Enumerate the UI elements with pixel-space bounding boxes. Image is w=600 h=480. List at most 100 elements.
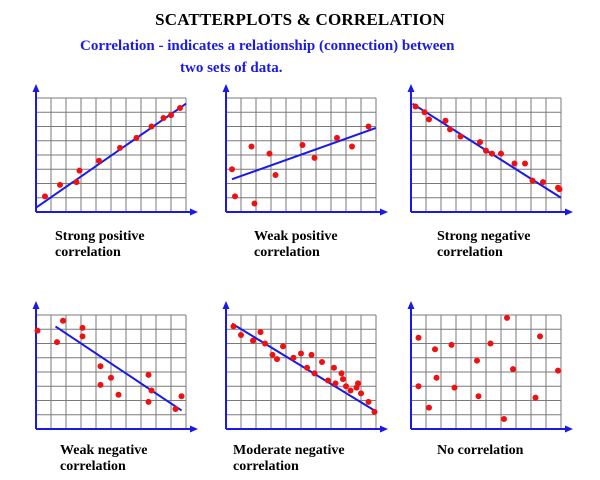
data-point xyxy=(229,166,235,173)
y-axis-arrow-icon xyxy=(32,84,40,92)
y-axis-arrow-icon xyxy=(407,84,415,92)
data-point xyxy=(299,142,306,149)
y-axis-arrow-icon xyxy=(222,84,230,92)
trend-line xyxy=(35,102,187,209)
data-point xyxy=(332,380,339,387)
caption-line-1: Strong negative xyxy=(437,229,531,244)
data-point xyxy=(358,390,364,397)
trend-line xyxy=(231,322,376,412)
data-point xyxy=(238,331,244,338)
data-point xyxy=(343,383,349,390)
data-point xyxy=(537,333,543,340)
caption-line-2: correlation xyxy=(437,245,503,260)
data-point xyxy=(251,200,258,207)
data-point xyxy=(442,117,449,124)
caption-line-1: Moderate negative xyxy=(233,443,345,458)
scatter-panel-moderate-negative xyxy=(222,301,388,433)
data-point xyxy=(145,371,152,378)
data-point xyxy=(97,381,104,388)
data-point xyxy=(298,350,304,357)
caption-weak-negative: Weak negative correlation xyxy=(60,443,148,475)
x-axis-arrow-icon xyxy=(380,208,388,216)
data-point xyxy=(145,398,152,405)
data-point xyxy=(355,380,361,387)
data-point xyxy=(34,327,41,334)
data-point xyxy=(280,343,286,350)
data-point xyxy=(477,139,483,146)
y-axis-arrow-icon xyxy=(32,301,40,309)
page-title: SCATTERPLOTS & CORRELATION xyxy=(155,10,445,29)
data-point xyxy=(160,114,167,121)
data-point xyxy=(529,177,536,184)
data-point xyxy=(338,370,345,377)
data-point xyxy=(334,134,340,141)
data-point xyxy=(60,317,66,324)
data-point xyxy=(172,406,179,413)
data-point xyxy=(365,398,372,405)
x-axis-arrow-icon xyxy=(380,425,388,433)
caption-line-2: correlation xyxy=(55,245,121,260)
data-point xyxy=(319,359,325,366)
x-axis-arrow-icon xyxy=(190,425,198,433)
data-point xyxy=(489,150,495,157)
data-point xyxy=(325,377,331,384)
data-point xyxy=(79,333,86,340)
data-point xyxy=(97,363,104,370)
trend-line xyxy=(231,126,377,181)
data-point xyxy=(272,171,279,178)
data-point xyxy=(498,150,504,157)
data-point xyxy=(274,356,280,363)
data-point xyxy=(168,112,174,119)
data-point xyxy=(511,160,518,167)
scatter-panel-weak-positive xyxy=(222,84,388,216)
data-point xyxy=(457,133,464,140)
data-point xyxy=(269,351,276,358)
data-point xyxy=(178,393,185,400)
trend-line xyxy=(54,325,183,412)
data-point xyxy=(266,150,273,157)
y-axis-arrow-icon xyxy=(407,301,415,309)
data-point xyxy=(148,387,155,394)
data-point xyxy=(426,116,432,123)
data-point xyxy=(133,134,140,141)
data-point xyxy=(248,143,255,150)
caption-weak-positive: Weak positive correlation xyxy=(254,229,338,261)
data-point xyxy=(415,334,422,341)
caption-moderate-negative: Moderate negative correlation xyxy=(233,443,345,475)
data-point xyxy=(540,179,546,186)
data-point xyxy=(115,391,122,398)
x-axis-arrow-icon xyxy=(565,425,573,433)
caption-line-1: No correlation xyxy=(437,443,524,458)
caption-line-1: Weak positive xyxy=(254,229,338,244)
data-point xyxy=(349,143,355,150)
data-point xyxy=(304,364,310,371)
data-point xyxy=(504,314,510,321)
data-point xyxy=(331,364,337,371)
data-point xyxy=(555,367,561,374)
data-point xyxy=(365,123,372,130)
caption-line-1: Strong positive xyxy=(55,229,145,244)
data-point xyxy=(42,193,48,200)
data-point xyxy=(483,147,489,154)
caption-strong-negative: Strong negative correlation xyxy=(437,229,530,261)
subtitle-line-1: Correlation - indicates a relationship (… xyxy=(80,38,455,54)
data-point xyxy=(262,340,268,347)
data-point xyxy=(290,354,297,361)
caption-line-2: correlation xyxy=(254,245,320,260)
caption-line-1: Weak negative xyxy=(60,443,148,458)
data-point xyxy=(232,193,238,200)
data-point xyxy=(426,404,432,411)
data-point xyxy=(432,346,438,353)
data-point xyxy=(412,103,419,110)
data-point xyxy=(447,126,453,133)
data-point xyxy=(76,167,83,174)
subtitle-line-2: two sets of data. xyxy=(180,60,283,76)
data-point xyxy=(371,408,378,415)
scatter-panel-no-correlation xyxy=(407,301,573,433)
y-axis-arrow-icon xyxy=(222,301,230,309)
data-point xyxy=(421,109,428,116)
data-point xyxy=(532,394,539,401)
data-point xyxy=(340,376,346,383)
data-point xyxy=(522,160,528,167)
data-point xyxy=(556,186,563,193)
